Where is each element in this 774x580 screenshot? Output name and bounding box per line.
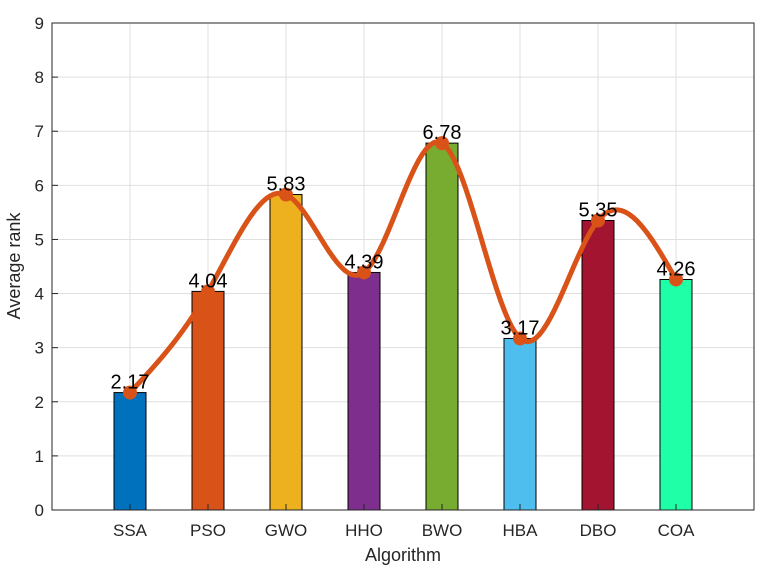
trend-line — [127, 139, 679, 396]
data-label: 2.17 — [111, 372, 150, 394]
trend-marker — [591, 213, 605, 228]
trend-marker — [513, 331, 527, 346]
bar-ssa — [113, 392, 147, 511]
y-tick-label: 1 — [35, 447, 44, 466]
bars — [113, 142, 693, 511]
x-ticks: SSA PSO GWO HHO BWO HBA DBO COA — [113, 504, 695, 540]
y-tick-label: 6 — [35, 176, 44, 195]
data-label: 4.04 — [189, 270, 228, 292]
plot-frame — [51, 22, 755, 511]
y-tick-label: 2 — [35, 393, 44, 412]
x-axis-label: Algorithm — [365, 545, 441, 565]
data-label: 5.35 — [579, 200, 618, 222]
x-tick-label: GWO — [265, 521, 308, 540]
y-tick-label: 8 — [35, 68, 44, 87]
x-tick-label: COA — [658, 521, 696, 540]
y-tick-label: 3 — [35, 339, 44, 358]
trend-marker — [357, 265, 371, 280]
bar-hho — [347, 271, 381, 511]
x-tick-label: SSA — [113, 521, 148, 540]
trend-marker — [201, 284, 215, 299]
data-label: 3.17 — [501, 317, 540, 339]
x-tick-label: HBA — [503, 521, 539, 540]
data-label: 5.83 — [267, 174, 306, 196]
bar-gwo — [269, 194, 303, 511]
y-tick-label: 5 — [35, 230, 44, 249]
trend-marker — [123, 385, 137, 400]
trend-markers — [123, 136, 683, 400]
y-ticks: 0 1 2 3 4 5 6 7 8 9 — [35, 14, 58, 520]
plot-area — [52, 23, 754, 510]
y-tick-label: 0 — [35, 501, 44, 520]
bar-coa — [659, 278, 693, 511]
data-label: 4.26 — [657, 258, 696, 280]
data-label: 4.39 — [345, 251, 384, 273]
bar-pso — [191, 290, 225, 511]
y-tick-label: 7 — [35, 122, 44, 141]
y-axis-label: Average rank — [4, 212, 24, 320]
trend-marker — [669, 272, 683, 287]
trend-marker — [435, 136, 449, 151]
y-tick-label: 4 — [35, 285, 44, 304]
bar-bwo — [425, 142, 459, 511]
x-tick-label: DBO — [580, 521, 617, 540]
bar-dbo — [581, 220, 615, 511]
bar-hba — [503, 337, 537, 511]
data-labels: 2.17 4.04 5.83 4.39 6.78 3.17 5.35 4.26 — [111, 122, 696, 393]
x-tick-label: BWO — [422, 521, 463, 540]
trend-marker — [279, 187, 293, 202]
data-label: 6.78 — [423, 122, 462, 144]
x-tick-label: HHO — [345, 521, 383, 540]
y-tick-label: 9 — [35, 14, 44, 33]
x-tick-label: PSO — [190, 521, 226, 540]
